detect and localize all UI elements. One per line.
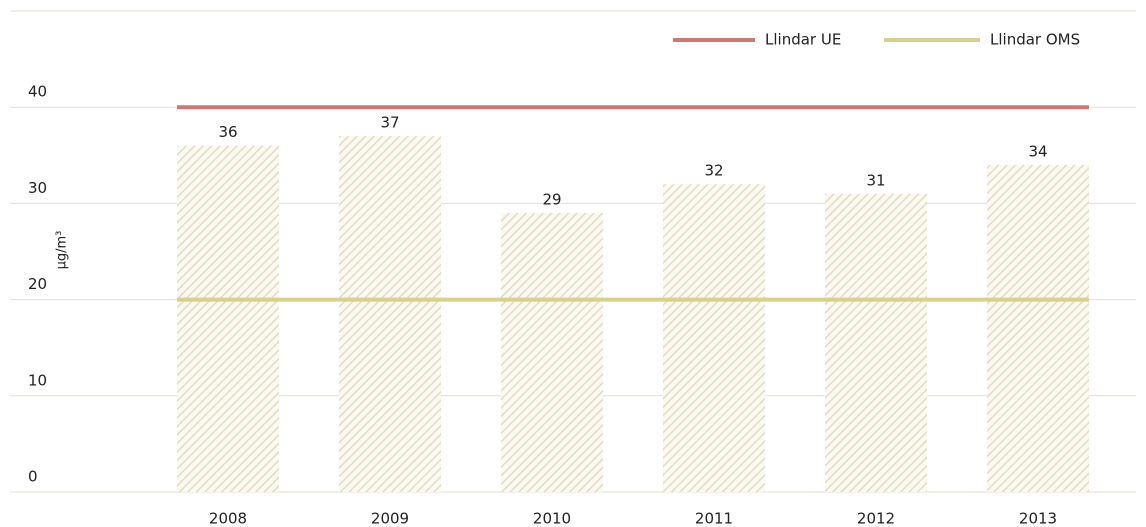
bar (987, 164, 1089, 493)
data-label: 31 (866, 171, 885, 189)
y-tick-label: 20 (28, 275, 47, 293)
data-label: 29 (542, 191, 561, 209)
x-tick-label: 2012 (857, 510, 895, 527)
legend-label: Llindar UE (765, 31, 841, 49)
x-tick-label: 2013 (1019, 510, 1057, 527)
bar (501, 213, 603, 492)
data-label: 37 (380, 114, 399, 132)
y-axis-label: µg/m³ (55, 231, 70, 270)
data-label: 32 (704, 162, 723, 180)
legend-label: Llindar OMS (990, 31, 1080, 49)
x-tick-label: 2010 (533, 510, 571, 527)
bar (663, 184, 765, 492)
y-tick-label: 0 (28, 468, 38, 486)
bar (339, 136, 441, 492)
x-tick-label: 2011 (695, 510, 733, 527)
bar (825, 193, 927, 492)
data-label: 34 (1028, 142, 1047, 160)
y-tick-label: 40 (28, 83, 47, 101)
data-label: 36 (218, 123, 237, 141)
y-tick-label: 30 (28, 179, 47, 197)
x-tick-label: 2008 (209, 510, 247, 527)
y-tick-label: 10 (28, 371, 47, 389)
bar (177, 145, 279, 492)
x-tick-label: 2009 (371, 510, 409, 527)
